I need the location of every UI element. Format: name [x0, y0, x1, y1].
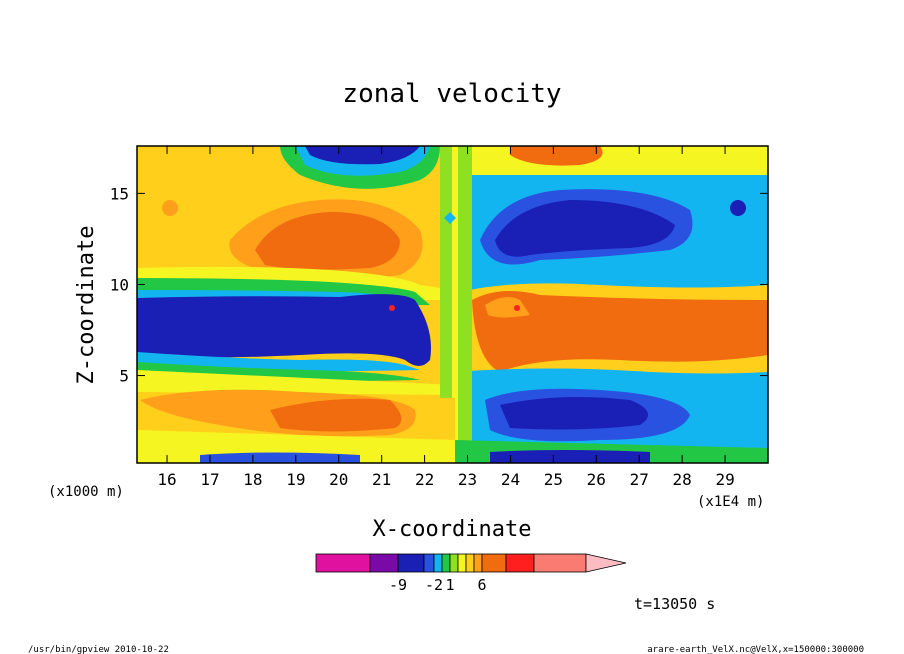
colorbar-segment	[533, 553, 587, 573]
time-label: t=13050 s	[634, 595, 715, 613]
colorbar-tick-label: 6	[477, 576, 486, 594]
x-axis-label: X-coordinate	[373, 517, 532, 542]
colorbar-segment	[441, 553, 451, 573]
colorbar-segment	[473, 553, 483, 573]
field-left-band-lower-yellow	[137, 370, 455, 395]
field-right-bottom-blue	[490, 450, 650, 463]
x-tick-label: 24	[501, 470, 520, 489]
field-left-top-blue	[305, 146, 420, 165]
field-left-bottom-blue	[200, 452, 360, 463]
field-left-lower-orange-core	[270, 398, 402, 432]
x-tick-label: 20	[329, 470, 348, 489]
colorbar-segment	[423, 553, 435, 573]
field-central-yellow-line	[452, 146, 458, 463]
x-tick-label: 18	[243, 470, 262, 489]
field-right-lower-blue-core	[500, 396, 648, 430]
colorbar-segment	[433, 553, 443, 573]
field-spot-right-upper	[730, 200, 746, 216]
plot-frame	[136, 145, 769, 464]
y-axis-label: Z-coordinate	[74, 226, 99, 385]
contour-field	[137, 146, 768, 463]
colorbar-segment	[481, 553, 507, 573]
colorbar-segment	[315, 553, 371, 573]
field-spot-left-middle	[389, 305, 395, 311]
x-tick-label: 17	[200, 470, 219, 489]
y-tick-label: 10	[110, 275, 129, 294]
x-tick-label: 19	[286, 470, 305, 489]
colorbar-segment	[449, 553, 459, 573]
field-right-blue-core	[495, 200, 675, 257]
x-axis-ticks: 16 17 18 19 20 21 22 23 24 25 26 27 28 29	[157, 146, 735, 489]
colorbar-tick-label: 1	[445, 576, 454, 594]
field-right-band-deep-orange	[485, 296, 530, 318]
x-tick-label: 27	[630, 470, 649, 489]
field-right-orange-upper	[455, 146, 768, 175]
field-right-top-orange	[510, 146, 603, 166]
x-tick-label: 21	[372, 470, 391, 489]
x-tick-label: 16	[157, 470, 176, 489]
footer-right: arare-earth_VelX.nc@VelX,x=150000:300000	[647, 645, 864, 654]
colorbar-segment	[369, 553, 399, 573]
x-tick-label: 25	[544, 470, 563, 489]
footer-left: /usr/bin/gpview 2010-10-22	[28, 645, 169, 654]
field-spot-right-middle	[514, 305, 520, 311]
x-tick-label: 23	[458, 470, 477, 489]
colorbar-extend-triangle	[585, 553, 627, 573]
colorbar-segment	[457, 553, 467, 573]
x-unit-left: (x1000 m)	[48, 484, 124, 500]
chart-title: zonal velocity	[342, 79, 561, 109]
colorbar-segment	[465, 553, 475, 573]
colorbar-tick-label: -2	[425, 576, 443, 594]
colorbar-tick-label: -9	[389, 576, 407, 594]
field-spot-central-diamond	[444, 212, 456, 224]
x-unit-right: (x1E4 m)	[697, 494, 764, 510]
colorbar-segment	[505, 553, 535, 573]
colorbar-segment	[397, 553, 425, 573]
field-spot-left-upper	[162, 200, 178, 216]
colorbar: -9 -2 1 6	[315, 553, 627, 594]
x-tick-label: 26	[587, 470, 606, 489]
field-left-band-blue	[137, 294, 431, 366]
field-right-band-orange	[472, 291, 768, 372]
x-tick-label: 28	[673, 470, 692, 489]
x-tick-label: 22	[415, 470, 434, 489]
y-axis-ticks: 5 10 15	[110, 184, 768, 386]
x-tick-label: 29	[715, 470, 734, 489]
y-tick-label: 15	[110, 184, 129, 203]
y-tick-label: 5	[119, 367, 129, 386]
field-left-orange-core	[255, 212, 400, 270]
